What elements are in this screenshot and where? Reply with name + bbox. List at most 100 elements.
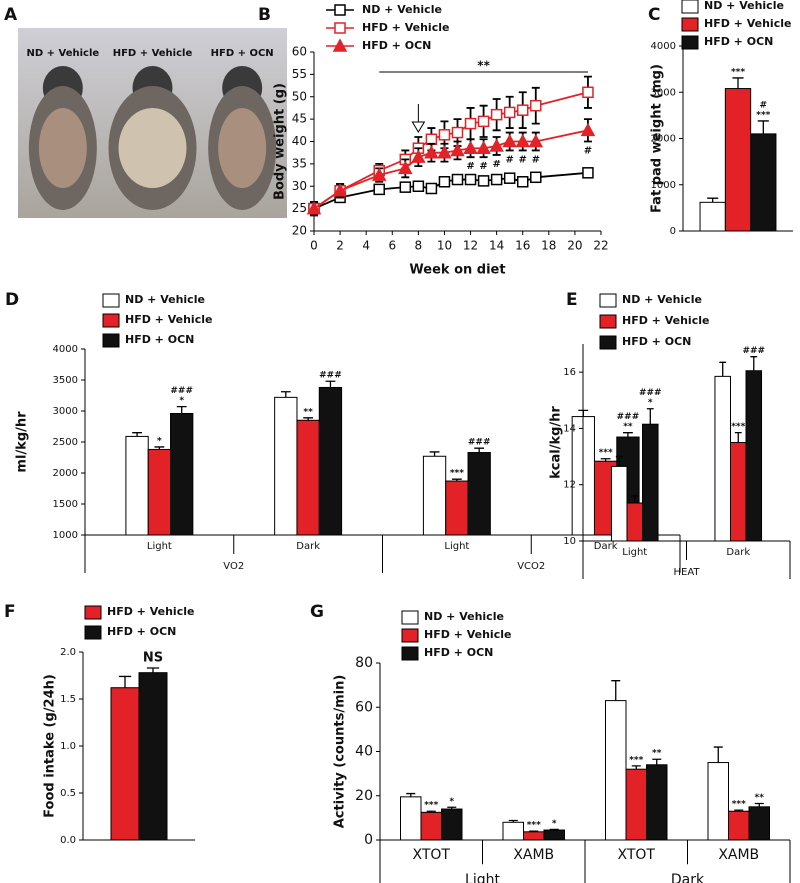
legend-marker bbox=[332, 38, 348, 52]
point bbox=[502, 133, 517, 148]
significance-label: # bbox=[532, 154, 540, 165]
y-tick-label: 60 bbox=[292, 45, 307, 59]
significance-label: *** bbox=[731, 422, 745, 432]
error-bar bbox=[615, 455, 623, 467]
error-bar bbox=[713, 746, 723, 763]
panel-letter: D bbox=[5, 290, 19, 310]
significance-label: ### bbox=[468, 438, 491, 448]
legend-label: ND + Vehicle bbox=[622, 293, 702, 306]
y-axis-label: Activity (counts/min) bbox=[333, 675, 348, 829]
y-tick-label: 20 bbox=[355, 788, 373, 804]
legend-swatch bbox=[84, 625, 102, 640]
point bbox=[464, 173, 477, 186]
error-bar bbox=[325, 380, 336, 388]
legend-label: HFD + Vehicle bbox=[424, 628, 511, 641]
legend-label: HFD + OCN bbox=[107, 625, 176, 638]
point bbox=[490, 108, 503, 121]
series-line bbox=[313, 171, 589, 210]
bar bbox=[729, 442, 747, 542]
y-axis-label: kcal/kg/hr bbox=[549, 406, 564, 479]
y-tick-label: 0.0 bbox=[60, 835, 76, 846]
error-bar bbox=[757, 120, 769, 134]
point bbox=[528, 133, 544, 148]
legend-label: HFD + Vehicle bbox=[362, 21, 449, 34]
photo-label: ND + Vehicle bbox=[26, 48, 99, 59]
panel-letter: E bbox=[566, 290, 578, 310]
y-tick-label: 80 bbox=[355, 655, 373, 671]
significance-label: ### bbox=[742, 346, 765, 356]
y-tick-label: 2000 bbox=[53, 468, 78, 479]
bar bbox=[445, 480, 469, 536]
significance-label: ** bbox=[755, 793, 765, 803]
point bbox=[476, 140, 491, 154]
bar bbox=[274, 396, 298, 536]
legend-swatch bbox=[599, 293, 617, 308]
y-tick-label: 40 bbox=[355, 744, 373, 760]
bar bbox=[400, 796, 422, 841]
x-tick-label: Light bbox=[622, 547, 647, 558]
y-tick-label: 1.5 bbox=[60, 694, 76, 705]
significance-label: ### bbox=[617, 412, 640, 422]
error-bar bbox=[280, 391, 291, 398]
error-bar bbox=[118, 675, 132, 688]
point bbox=[411, 149, 426, 163]
error-bar bbox=[754, 802, 764, 807]
y-tick-label: 4000 bbox=[651, 41, 676, 52]
significance-label: ** bbox=[623, 422, 633, 432]
y-tick-label: 2000 bbox=[651, 134, 676, 145]
arrow-head bbox=[411, 121, 426, 133]
bar bbox=[625, 768, 647, 841]
y-tick-label: 30 bbox=[292, 179, 307, 193]
bar bbox=[502, 821, 524, 841]
error-bar bbox=[623, 432, 633, 438]
legend-swatch bbox=[599, 335, 617, 350]
bar bbox=[626, 502, 644, 542]
x-tick-label: XAMB bbox=[718, 847, 759, 863]
bar bbox=[728, 810, 750, 841]
y-tick-label: 1000 bbox=[53, 530, 78, 541]
point bbox=[580, 122, 596, 137]
point bbox=[424, 145, 439, 159]
legend-label: HFD + OCN bbox=[424, 646, 493, 659]
legend-swatch bbox=[102, 333, 120, 348]
x-tick-label: Dark bbox=[594, 541, 618, 552]
y-tick-label: 14 bbox=[563, 423, 576, 434]
significance-label: # bbox=[492, 159, 500, 170]
legend-label: ND + Vehicle bbox=[424, 610, 504, 623]
point bbox=[425, 182, 438, 195]
point bbox=[477, 175, 490, 187]
x-tick-label: 8 bbox=[415, 239, 423, 253]
legend-label: HFD + OCN bbox=[362, 39, 431, 52]
y-tick-label: 16 bbox=[563, 367, 576, 378]
y-tick-label: 50 bbox=[292, 89, 307, 103]
legend-label: ND + Vehicle bbox=[362, 3, 442, 16]
y-tick-label: 20 bbox=[292, 224, 307, 238]
significance-label: *** bbox=[424, 801, 438, 811]
y-tick-label: 0 bbox=[364, 832, 373, 848]
significance-label: * bbox=[157, 436, 162, 446]
bar bbox=[724, 88, 752, 232]
y-tick-label: 12 bbox=[563, 480, 576, 491]
significance-label: * bbox=[449, 797, 454, 807]
bar bbox=[441, 808, 463, 841]
legend-swatch bbox=[401, 610, 419, 625]
legend-label: HFD + Vehicle bbox=[107, 605, 194, 618]
legend-label: HFD + OCN bbox=[622, 335, 691, 348]
y-tick-label: 3500 bbox=[53, 375, 78, 386]
x-tick-label: 20 bbox=[567, 239, 582, 253]
significance-label: ** bbox=[303, 407, 313, 417]
significance-label: # bbox=[466, 161, 474, 172]
point bbox=[503, 172, 516, 184]
group-label: HEAT bbox=[673, 567, 700, 578]
significance-label: *** bbox=[629, 755, 643, 765]
bar bbox=[422, 455, 447, 536]
y-tick-label: 0.5 bbox=[60, 788, 76, 799]
y-axis-label: Fat pad weight (mg) bbox=[650, 64, 665, 213]
mouse-open-abdomen bbox=[38, 108, 87, 188]
legend-marker bbox=[334, 22, 346, 34]
x-tick-label: 22 bbox=[593, 239, 608, 253]
significance-label: * bbox=[179, 396, 184, 406]
y-tick-label: 1000 bbox=[651, 180, 676, 191]
legend-swatch bbox=[681, 0, 699, 14]
significance-label: # bbox=[519, 154, 527, 165]
